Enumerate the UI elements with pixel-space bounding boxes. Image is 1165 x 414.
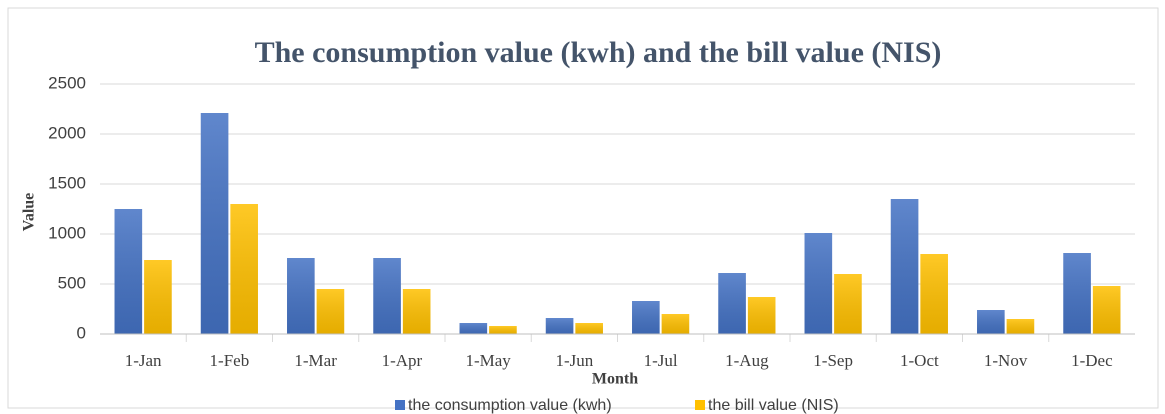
bar-shade: [977, 310, 1005, 334]
legend-label: the bill value (NIS): [708, 397, 839, 414]
x-tick-label: 1-Jul: [644, 351, 678, 370]
bar-shade: [200, 113, 229, 334]
bar-shade: [230, 204, 258, 334]
x-axis-title: Month: [592, 371, 638, 388]
bar-shade: [144, 260, 172, 334]
y-tick-label: 1500: [48, 173, 86, 192]
y-tick-label: 0: [77, 323, 86, 342]
bar-shade: [834, 274, 862, 334]
x-tick-label: 1-Aug: [725, 351, 769, 370]
bar-shade: [1006, 319, 1035, 334]
bar-shade: [316, 289, 345, 334]
bar-shade: [661, 314, 690, 334]
x-tick-label: 1-Dec: [1071, 351, 1113, 370]
chart-border: [7, 7, 1159, 409]
y-tick-label: 1000: [48, 223, 86, 242]
x-tick-label: 1-May: [465, 351, 511, 370]
bar-shade: [1063, 253, 1091, 334]
bar-shade: [1092, 286, 1121, 334]
bar-shade: [287, 258, 315, 334]
bar-shade: [920, 254, 948, 334]
bar-shade: [575, 323, 603, 334]
bar-shade: [402, 289, 431, 334]
legend-label: the consumption value (kwh): [408, 397, 612, 414]
x-tick-label: 1-Oct: [900, 351, 939, 370]
bar-shade: [747, 297, 776, 334]
bar-shade: [718, 273, 746, 334]
legend-swatch: [395, 400, 405, 410]
bar-shade: [459, 323, 488, 334]
bar-shade: [373, 258, 401, 334]
bar-shade: [890, 199, 919, 334]
x-tick-label: 1-Feb: [210, 351, 250, 370]
bar-shade: [489, 326, 517, 334]
x-tick-label: 1-Sep: [813, 351, 853, 370]
x-tick-label: 1-Jun: [555, 351, 593, 370]
y-tick-label: 500: [58, 273, 86, 292]
y-axis-title: Value: [21, 193, 38, 232]
x-tick-label: 1-Mar: [294, 351, 337, 370]
legend-swatch: [695, 400, 705, 410]
bar-shade: [632, 301, 660, 334]
x-tick-label: 1-Nov: [984, 351, 1028, 370]
y-tick-label: 2500: [48, 73, 86, 92]
y-tick-label: 2000: [48, 123, 86, 142]
bar-shade: [114, 209, 143, 334]
bar-shade: [545, 318, 574, 334]
bar-shade: [804, 233, 833, 334]
x-tick-label: 1-Apr: [382, 351, 423, 370]
x-tick-label: 1-Jan: [125, 351, 162, 370]
chart-title: The consumption value (kwh) and the bill…: [255, 36, 942, 69]
